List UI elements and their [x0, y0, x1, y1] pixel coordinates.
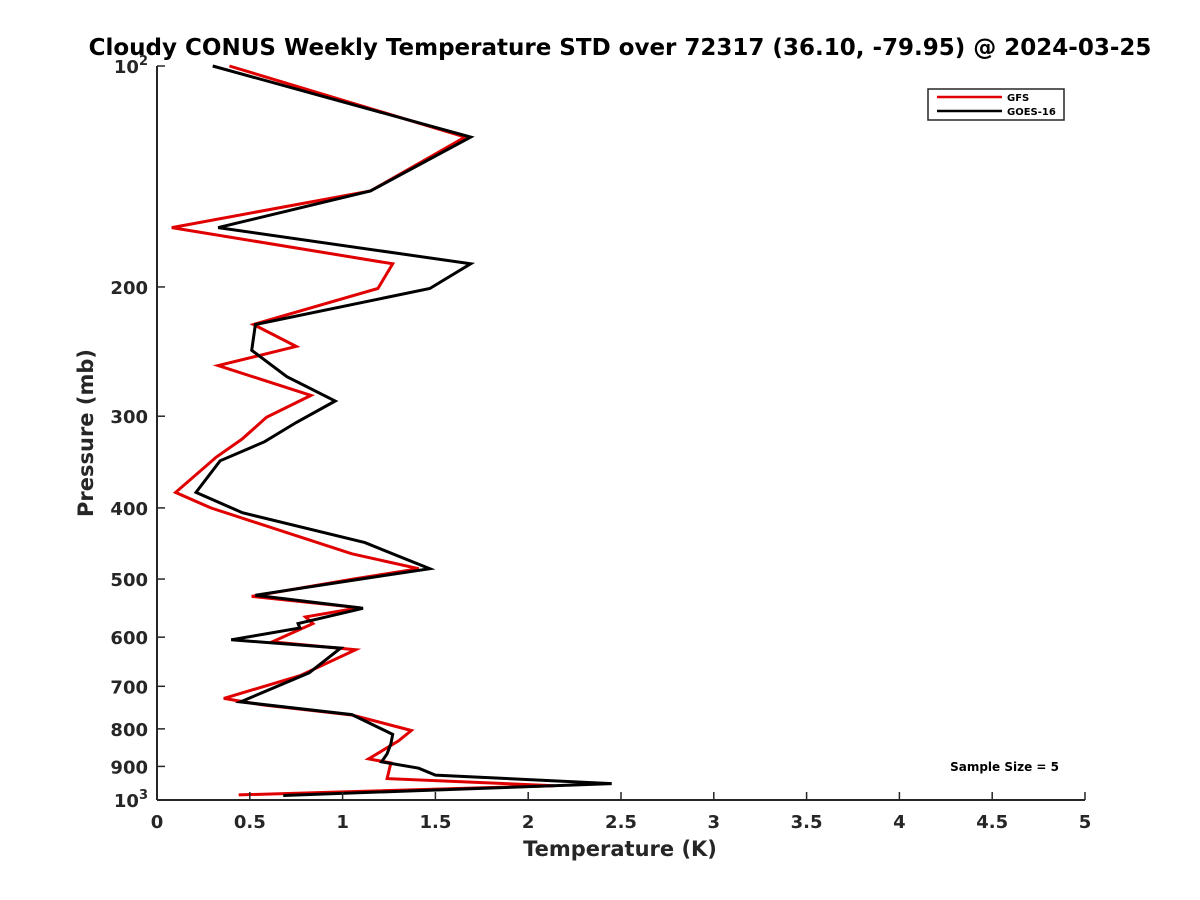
x-tick-label: 3 [708, 812, 721, 833]
x-tick-label: 5 [1079, 812, 1092, 833]
x-tick-label: 4 [893, 812, 906, 833]
x-tick-label: 0.5 [234, 812, 266, 833]
x-tick-label: 3.5 [791, 812, 823, 833]
sample-size-annotation: Sample Size = 5 [950, 760, 1059, 774]
y-tick-label: 800 [110, 720, 148, 741]
y-tick-label: 700 [110, 677, 148, 698]
series-line-goes16 [193, 64, 612, 797]
x-tick-label: 2.5 [605, 812, 637, 833]
y-axis-ticks: 102 200 300 400 500 600 700 800 900 103 [110, 54, 165, 812]
y-axis-label: Pressure (mb) [74, 349, 98, 517]
y-tick-label: 900 [110, 757, 148, 778]
x-tick-label: 1 [336, 812, 349, 833]
series-lines [171, 64, 612, 797]
x-tick-label: 1.5 [419, 812, 451, 833]
y-tick-label: 300 [110, 407, 148, 428]
x-tick-label: 0 [151, 812, 164, 833]
y-tick-label: 102 [114, 54, 148, 78]
chart-title: Cloudy CONUS Weekly Temperature STD over… [89, 35, 1152, 61]
legend: GFS GOES-16 [927, 88, 1065, 121]
y-tick-label: 500 [110, 570, 148, 591]
x-tick-label: 4.5 [976, 812, 1008, 833]
series-line-gfs [171, 64, 555, 797]
y-tick-label: 600 [110, 628, 148, 649]
legend-label-goes16: GOES-16 [1007, 107, 1056, 118]
legend-label-gfs: GFS [1007, 93, 1029, 104]
y-tick-label: 400 [110, 499, 148, 520]
y-tick-label: 103 [114, 788, 148, 812]
legend-box [927, 88, 1065, 121]
x-axis-label: Temperature (K) [523, 837, 717, 861]
x-tick-label: 2 [522, 812, 535, 833]
y-tick-label: 200 [110, 278, 148, 299]
x-axis-ticks: 0 0.5 1 1.5 2 2.5 3 3.5 4 4.5 5 [151, 792, 1092, 833]
